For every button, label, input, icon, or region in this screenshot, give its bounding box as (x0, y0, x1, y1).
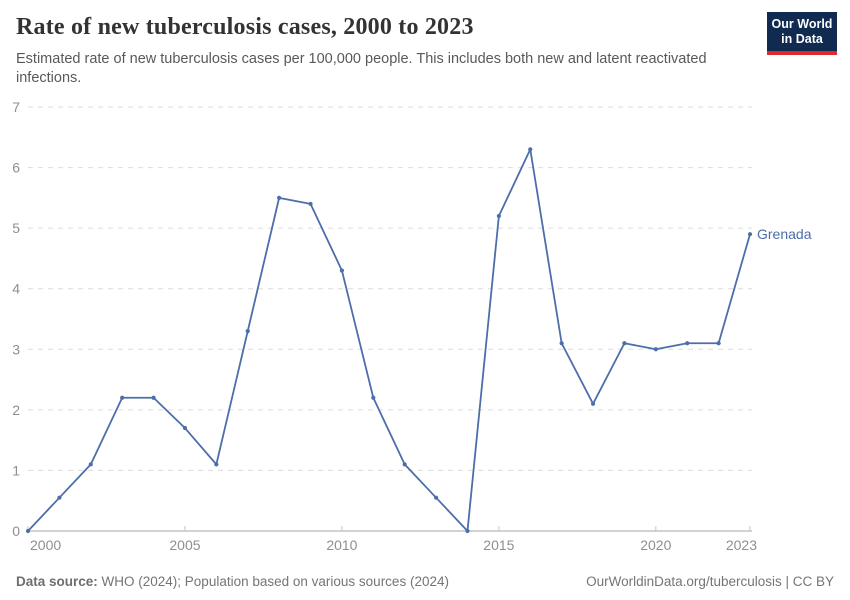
data-point-marker[interactable] (559, 341, 564, 346)
data-point-marker[interactable] (120, 395, 125, 400)
data-point-marker[interactable] (716, 341, 721, 346)
entity-label[interactable]: Grenada (757, 226, 812, 242)
owid-logo[interactable]: Our World in Data (767, 12, 837, 55)
data-source-text: WHO (2024); Population based on various … (97, 574, 449, 589)
data-point-marker[interactable] (747, 232, 753, 237)
x-tick-label: 2023 (726, 537, 757, 553)
data-source-label: Data source: (16, 574, 98, 589)
y-tick-label: 3 (12, 341, 20, 357)
data-point-marker[interactable] (25, 528, 31, 534)
chart-header: Rate of new tuberculosis cases, 2000 to … (16, 14, 750, 88)
x-tick-label: 2000 (30, 537, 61, 553)
data-point-marker[interactable] (182, 425, 188, 431)
license-credit: OurWorldinData.org/tuberculosis | CC BY (586, 574, 834, 589)
y-tick-label: 0 (12, 523, 20, 539)
data-point-marker[interactable] (371, 395, 376, 400)
data-point-marker[interactable] (590, 401, 596, 406)
y-tick-label: 1 (12, 462, 20, 478)
data-source-note: Data source: WHO (2024); Population base… (16, 574, 449, 589)
data-point-marker[interactable] (308, 201, 313, 207)
data-point-marker[interactable] (214, 462, 219, 467)
data-point-marker[interactable] (151, 395, 156, 400)
data-point-marker[interactable] (339, 268, 345, 273)
data-point-marker[interactable] (685, 341, 690, 346)
x-tick-label: 2020 (640, 537, 671, 553)
page-title: Rate of new tuberculosis cases, 2000 to … (16, 14, 474, 40)
y-tick-label: 6 (12, 160, 20, 176)
data-point-marker[interactable] (622, 341, 627, 346)
data-point-marker[interactable] (402, 462, 407, 467)
chart-subtitle: Estimated rate of new tuberculosis cases… (16, 51, 707, 86)
x-tick-label: 2015 (483, 537, 514, 553)
data-point-marker[interactable] (528, 147, 533, 152)
y-tick-label: 7 (12, 99, 20, 115)
data-point-marker[interactable] (465, 528, 470, 534)
y-tick-label: 5 (12, 220, 20, 236)
data-point-marker[interactable] (496, 213, 501, 219)
data-point-marker[interactable] (245, 329, 250, 334)
logo-text-line1: Our World (771, 17, 833, 31)
y-tick-label: 4 (12, 281, 20, 297)
data-point-marker[interactable] (277, 195, 282, 200)
data-point-marker[interactable] (433, 495, 439, 500)
y-tick-label: 2 (12, 402, 20, 418)
series-line[interactable] (27, 148, 751, 532)
data-point-marker[interactable] (653, 347, 658, 352)
data-point-marker[interactable] (57, 495, 62, 500)
logo-text-line2: in Data (781, 32, 823, 46)
x-tick-label: 2010 (326, 537, 357, 553)
data-point-marker[interactable] (88, 462, 93, 467)
x-tick-label: 2005 (169, 537, 200, 553)
chart-footer: Data source: WHO (2024); Population base… (16, 574, 834, 589)
